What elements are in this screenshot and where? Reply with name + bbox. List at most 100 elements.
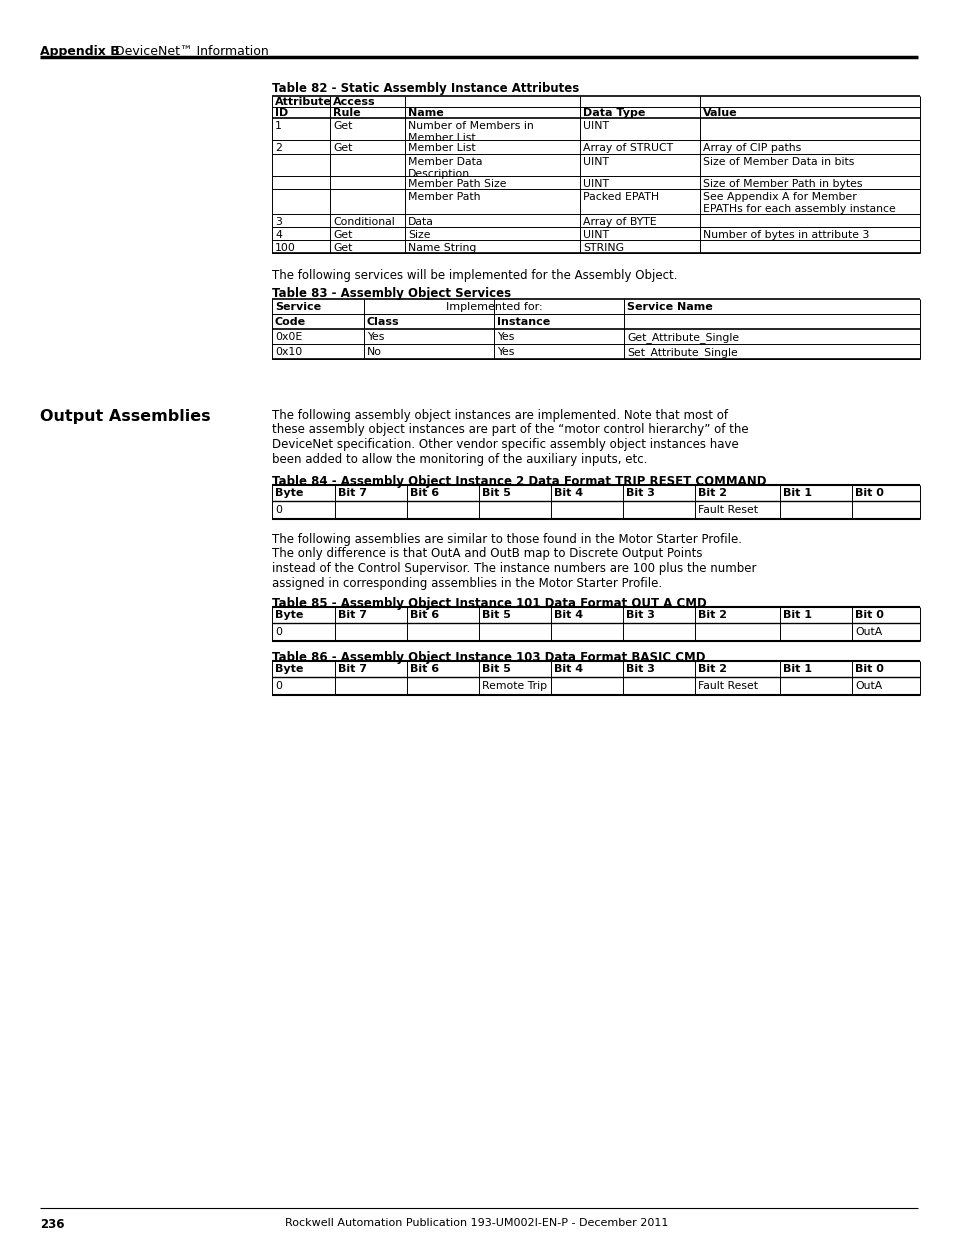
Text: Conditional: Conditional bbox=[333, 217, 395, 227]
Text: Implemented for:: Implemented for: bbox=[445, 303, 541, 312]
Text: 100: 100 bbox=[274, 243, 295, 253]
Text: Size of Member Path in bytes: Size of Member Path in bytes bbox=[702, 179, 862, 189]
Text: 236: 236 bbox=[40, 1218, 65, 1231]
Text: Table 86 - Assembly Object Instance 103 Data Format BASIC CMD: Table 86 - Assembly Object Instance 103 … bbox=[272, 651, 705, 664]
Text: Name: Name bbox=[408, 107, 443, 119]
Text: Fault Reset: Fault Reset bbox=[698, 505, 758, 515]
Text: Bit 7: Bit 7 bbox=[337, 610, 367, 620]
Text: UINT: UINT bbox=[582, 179, 608, 189]
Text: Bit 6: Bit 6 bbox=[410, 610, 438, 620]
Text: Get: Get bbox=[333, 121, 352, 131]
Text: DeviceNet specification. Other vendor specific assembly object instances have: DeviceNet specification. Other vendor sp… bbox=[272, 438, 738, 451]
Text: Member Path: Member Path bbox=[408, 191, 480, 203]
Text: Rockwell Automation Publication 193-UM002I-EN-P - December 2011: Rockwell Automation Publication 193-UM00… bbox=[285, 1218, 668, 1228]
Text: Size: Size bbox=[408, 230, 430, 240]
Text: Attribute: Attribute bbox=[274, 98, 332, 107]
Text: Bit 1: Bit 1 bbox=[782, 488, 811, 498]
Text: Service: Service bbox=[274, 303, 321, 312]
Text: Bit 4: Bit 4 bbox=[554, 664, 582, 674]
Text: 0: 0 bbox=[274, 680, 282, 692]
Text: Bit 0: Bit 0 bbox=[854, 610, 882, 620]
Text: Table 84 - Assembly Object Instance 2 Data Format TRIP RESET COMMAND: Table 84 - Assembly Object Instance 2 Da… bbox=[272, 475, 765, 488]
Text: 0: 0 bbox=[274, 627, 282, 637]
Text: 0x0E: 0x0E bbox=[274, 332, 302, 342]
Text: instead of the Control Supervisor. The instance numbers are 100 plus the number: instead of the Control Supervisor. The i… bbox=[272, 562, 756, 576]
Text: The following assembly object instances are implemented. Note that most of: The following assembly object instances … bbox=[272, 409, 727, 422]
Text: Member List: Member List bbox=[408, 143, 476, 153]
Text: Name String: Name String bbox=[408, 243, 476, 253]
Text: been added to allow the monitoring of the auxiliary inputs, etc.: been added to allow the monitoring of th… bbox=[272, 452, 647, 466]
Text: Get: Get bbox=[333, 143, 352, 153]
Text: Get: Get bbox=[333, 230, 352, 240]
Text: 4: 4 bbox=[274, 230, 281, 240]
Text: Bit 4: Bit 4 bbox=[554, 610, 582, 620]
Text: Output Assemblies: Output Assemblies bbox=[40, 409, 211, 424]
Text: Bit 5: Bit 5 bbox=[481, 610, 511, 620]
Text: Size of Member Data in bits: Size of Member Data in bits bbox=[702, 157, 854, 167]
Text: OutA: OutA bbox=[854, 627, 882, 637]
Text: Table 82 - Static Assembly Instance Attributes: Table 82 - Static Assembly Instance Attr… bbox=[272, 82, 578, 95]
Text: Array of STRUCT: Array of STRUCT bbox=[582, 143, 673, 153]
Text: Appendix B: Appendix B bbox=[40, 44, 120, 58]
Text: Bit 7: Bit 7 bbox=[337, 488, 367, 498]
Text: 0x10: 0x10 bbox=[274, 347, 302, 357]
Text: Bit 2: Bit 2 bbox=[698, 664, 726, 674]
Text: Value: Value bbox=[702, 107, 737, 119]
Text: Bit 5: Bit 5 bbox=[481, 664, 511, 674]
Text: No: No bbox=[367, 347, 381, 357]
Text: Bit 3: Bit 3 bbox=[625, 488, 654, 498]
Text: Byte: Byte bbox=[274, 664, 303, 674]
Text: The following assemblies are similar to those found in the Motor Starter Profile: The following assemblies are similar to … bbox=[272, 534, 741, 546]
Text: Yes: Yes bbox=[497, 347, 514, 357]
Text: Class: Class bbox=[367, 317, 399, 327]
Text: Bit 1: Bit 1 bbox=[782, 610, 811, 620]
Text: UINT: UINT bbox=[582, 230, 608, 240]
Text: Number of bytes in attribute 3: Number of bytes in attribute 3 bbox=[702, 230, 868, 240]
Text: 1: 1 bbox=[274, 121, 281, 131]
Text: Get: Get bbox=[333, 243, 352, 253]
Text: Bit 7: Bit 7 bbox=[337, 664, 367, 674]
Text: assigned in corresponding assemblies in the Motor Starter Profile.: assigned in corresponding assemblies in … bbox=[272, 577, 661, 589]
Text: Bit 3: Bit 3 bbox=[625, 664, 654, 674]
Text: Number of Members in
Member List: Number of Members in Member List bbox=[408, 121, 533, 142]
Text: Remote Trip: Remote Trip bbox=[481, 680, 547, 692]
Text: See Appendix A for Member
EPATHs for each assembly instance: See Appendix A for Member EPATHs for eac… bbox=[702, 191, 895, 214]
Text: Bit 4: Bit 4 bbox=[554, 488, 582, 498]
Text: these assembly object instances are part of the “motor control hierarchy” of the: these assembly object instances are part… bbox=[272, 424, 748, 436]
Text: Instance: Instance bbox=[497, 317, 550, 327]
Text: Bit 6: Bit 6 bbox=[410, 488, 438, 498]
Text: Bit 3: Bit 3 bbox=[625, 610, 654, 620]
Text: UINT: UINT bbox=[582, 157, 608, 167]
Text: Bit 2: Bit 2 bbox=[698, 610, 726, 620]
Text: Bit 1: Bit 1 bbox=[782, 664, 811, 674]
Text: DeviceNet™ Information: DeviceNet™ Information bbox=[115, 44, 269, 58]
Text: Bit 0: Bit 0 bbox=[854, 664, 882, 674]
Text: Bit 2: Bit 2 bbox=[698, 488, 726, 498]
Text: Access: Access bbox=[333, 98, 375, 107]
Text: 3: 3 bbox=[274, 217, 281, 227]
Text: UINT: UINT bbox=[582, 121, 608, 131]
Text: The only difference is that OutA and OutB map to Discrete Output Points: The only difference is that OutA and Out… bbox=[272, 547, 701, 561]
Text: Table 85 - Assembly Object Instance 101 Data Format OUT A CMD: Table 85 - Assembly Object Instance 101 … bbox=[272, 597, 706, 610]
Text: Set_Attribute_Single: Set_Attribute_Single bbox=[626, 347, 737, 358]
Text: Data Type: Data Type bbox=[582, 107, 644, 119]
Text: The following services will be implemented for the Assembly Object.: The following services will be implement… bbox=[272, 269, 677, 282]
Text: Bit 0: Bit 0 bbox=[854, 488, 882, 498]
Text: Yes: Yes bbox=[367, 332, 384, 342]
Text: 0: 0 bbox=[274, 505, 282, 515]
Text: Member Data
Description: Member Data Description bbox=[408, 157, 482, 179]
Text: Rule: Rule bbox=[333, 107, 360, 119]
Text: Bit 5: Bit 5 bbox=[481, 488, 511, 498]
Text: Yes: Yes bbox=[497, 332, 514, 342]
Text: OutA: OutA bbox=[854, 680, 882, 692]
Text: Bit 6: Bit 6 bbox=[410, 664, 438, 674]
Text: Array of CIP paths: Array of CIP paths bbox=[702, 143, 801, 153]
Text: Byte: Byte bbox=[274, 610, 303, 620]
Text: Get_Attribute_Single: Get_Attribute_Single bbox=[626, 332, 739, 343]
Text: 2: 2 bbox=[274, 143, 281, 153]
Text: ID: ID bbox=[274, 107, 288, 119]
Text: Member Path Size: Member Path Size bbox=[408, 179, 506, 189]
Text: Byte: Byte bbox=[274, 488, 303, 498]
Text: STRING: STRING bbox=[582, 243, 623, 253]
Text: Data: Data bbox=[408, 217, 434, 227]
